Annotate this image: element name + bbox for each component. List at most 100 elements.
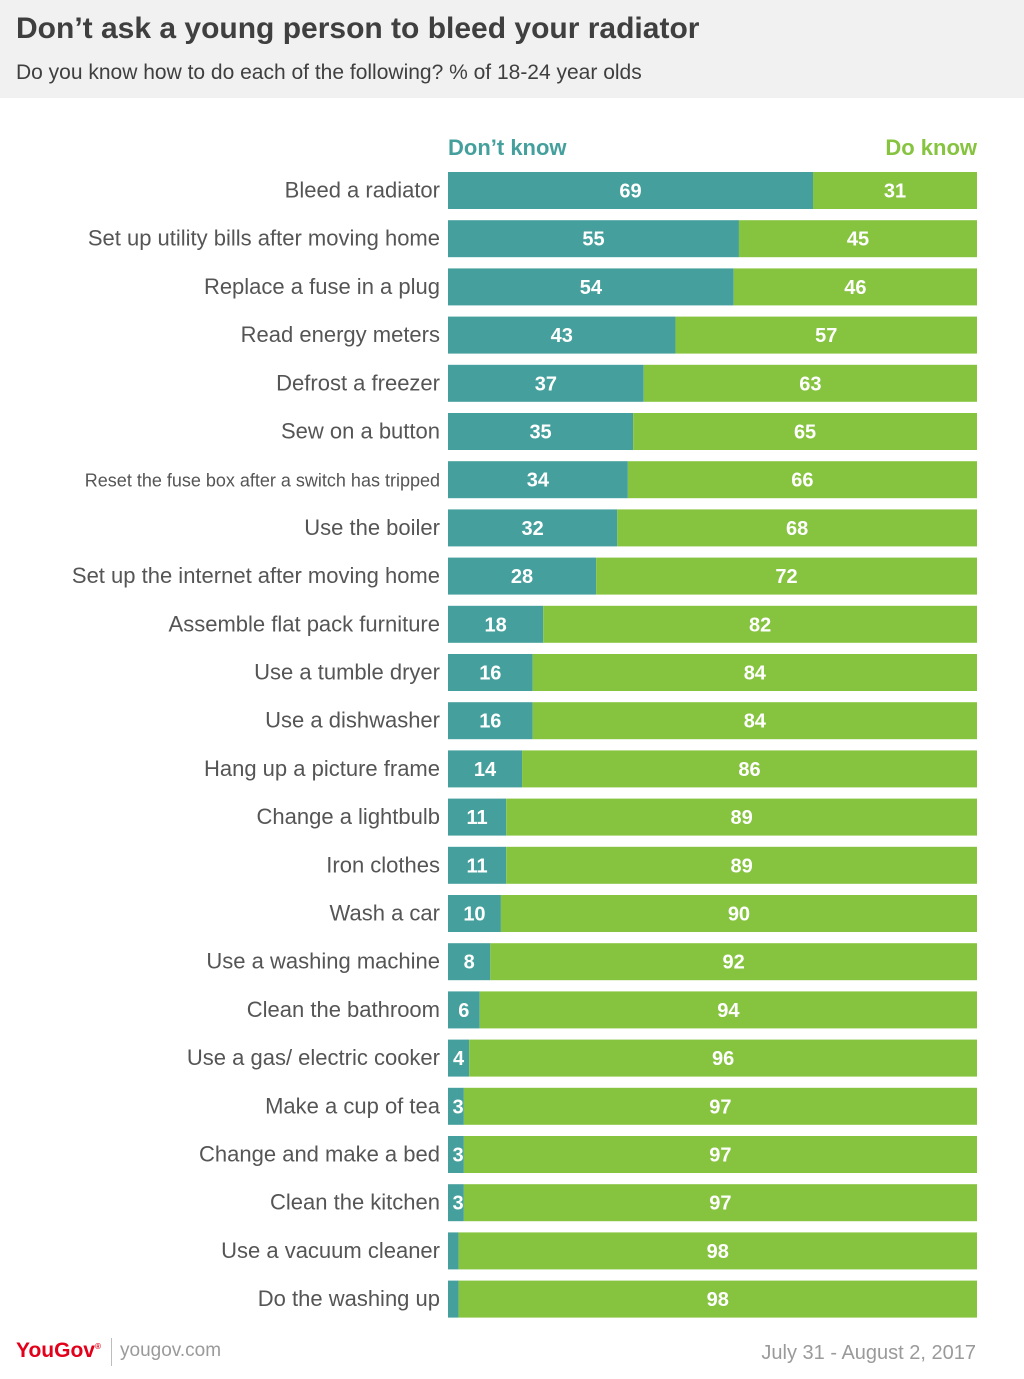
category-label: Sew on a button	[281, 419, 440, 444]
bar-do-know	[633, 413, 977, 450]
category-label: Defrost a freezer	[276, 370, 440, 395]
bar-do-know	[733, 268, 977, 306]
registered-mark: ®	[94, 1342, 101, 1351]
bar-dont-know	[448, 605, 544, 643]
bar-dont-know	[448, 846, 507, 884]
bar-do-know	[500, 895, 977, 932]
category-label: Wash a car	[330, 901, 440, 926]
data-label-do-know: 72	[775, 566, 797, 588]
bar-dont-know	[448, 1280, 459, 1318]
bar-dont-know	[448, 172, 814, 209]
bar-dont-know	[448, 557, 597, 595]
bar-dont-know	[448, 1232, 459, 1270]
category-label: Use a tumble dryer	[254, 660, 440, 685]
data-label-do-know: 66	[791, 470, 813, 492]
category-label: Replace a fuse in a plug	[204, 274, 440, 299]
data-label-do-know: 98	[707, 1289, 729, 1311]
data-label-do-know: 84	[744, 663, 767, 685]
header-band	[0, 0, 1024, 98]
data-label-do-know: 97	[709, 1193, 731, 1215]
category-label: Use the boiler	[304, 515, 440, 540]
footer-date: July 31 - August 2, 2017	[761, 1342, 976, 1364]
category-label: Iron clothes	[326, 852, 440, 877]
data-label-dont-know: 18	[484, 614, 506, 636]
data-label-dont-know: 10	[463, 904, 485, 926]
bar-dont-know	[448, 654, 533, 691]
data-label-do-know: 45	[847, 229, 869, 251]
bar-do-know	[469, 1039, 977, 1077]
data-label-dont-know: 69	[619, 181, 641, 203]
data-label-dont-know: 3	[452, 1096, 463, 1118]
data-label-dont-know: 28	[511, 566, 533, 588]
bar-do-know	[463, 1087, 977, 1125]
bar-dont-know	[448, 316, 676, 354]
bar-dont-know	[448, 509, 618, 547]
bar-dont-know	[448, 1136, 464, 1173]
data-label-do-know: 97	[709, 1145, 731, 1167]
bar-do-know	[543, 605, 977, 643]
yougov-logo: YouGov®	[16, 1339, 101, 1363]
data-label-dont-know: 55	[582, 229, 604, 251]
bar-do-know	[532, 654, 977, 691]
category-label: Do the washing up	[258, 1286, 440, 1311]
data-label-do-know: 82	[749, 614, 771, 636]
data-label-dont-know: 11	[467, 807, 488, 829]
category-label: Use a gas/ electric cooker	[187, 1045, 440, 1070]
data-label-dont-know: 35	[529, 422, 551, 444]
data-label-dont-know: 3	[452, 1145, 463, 1167]
data-label-dont-know: 16	[479, 663, 501, 685]
data-label-do-know: 89	[730, 807, 752, 829]
bar-do-know	[738, 220, 977, 258]
bar-do-know	[490, 943, 977, 981]
bar-dont-know	[448, 702, 533, 740]
bar-dont-know	[448, 364, 644, 402]
category-label: Clean the kitchen	[270, 1190, 440, 1215]
data-label-do-know: 94	[717, 1000, 740, 1022]
data-label-do-know: 63	[799, 373, 821, 395]
bar-dont-know	[448, 413, 634, 450]
data-label-do-know: 46	[844, 277, 866, 299]
bar-dont-know	[448, 220, 739, 258]
category-label: Bleed a radiator	[285, 178, 440, 203]
category-label: Hang up a picture frame	[204, 756, 440, 781]
bar-dont-know	[448, 1039, 470, 1077]
data-label-do-know: 96	[712, 1048, 734, 1070]
data-label-dont-know: 37	[535, 373, 557, 395]
category-label: Set up the internet after moving home	[72, 563, 440, 588]
data-label-dont-know: 54	[580, 277, 603, 299]
data-label-do-know: 84	[744, 711, 767, 733]
category-label: Make a cup of tea	[265, 1093, 441, 1118]
category-label: Change a lightbulb	[257, 804, 440, 829]
bar-dont-know	[448, 895, 501, 932]
data-label-dont-know: 43	[551, 325, 573, 347]
data-label-do-know: 86	[738, 759, 760, 781]
data-label-dont-know: 4	[453, 1048, 465, 1070]
category-label: Clean the bathroom	[247, 997, 440, 1022]
data-label-do-know: 89	[730, 855, 752, 877]
category-label: Use a dishwasher	[265, 708, 440, 733]
data-label-dont-know: 32	[522, 518, 544, 540]
category-label: Set up utility bills after moving home	[88, 226, 440, 251]
bar-do-know	[458, 1280, 978, 1318]
brand-name: YouGov	[16, 1339, 95, 1362]
footer-website: yougov.com	[120, 1340, 222, 1361]
bar-do-know	[675, 316, 977, 354]
footer-divider	[111, 1338, 112, 1366]
data-label-dont-know: 34	[527, 470, 550, 492]
data-label-dont-know: 14	[474, 759, 497, 781]
bar-dont-know	[448, 991, 480, 1029]
data-label-do-know: 98	[707, 1241, 729, 1263]
data-label-do-know: 65	[794, 422, 816, 444]
legend-dont-know: Don’t know	[448, 135, 567, 160]
bar-dont-know	[448, 798, 507, 836]
legend-do-know: Do know	[885, 135, 978, 160]
data-label-do-know: 97	[709, 1096, 731, 1118]
bar-do-know	[643, 364, 977, 402]
category-label: Reset the fuse box after a switch has tr…	[85, 471, 440, 491]
category-label: Read energy meters	[241, 322, 440, 347]
bar-do-know	[813, 172, 977, 209]
category-label: Assemble flat pack furniture	[169, 611, 440, 636]
bar-dont-know	[448, 750, 523, 788]
bar-do-know	[479, 991, 977, 1029]
bar-do-know	[627, 461, 977, 499]
